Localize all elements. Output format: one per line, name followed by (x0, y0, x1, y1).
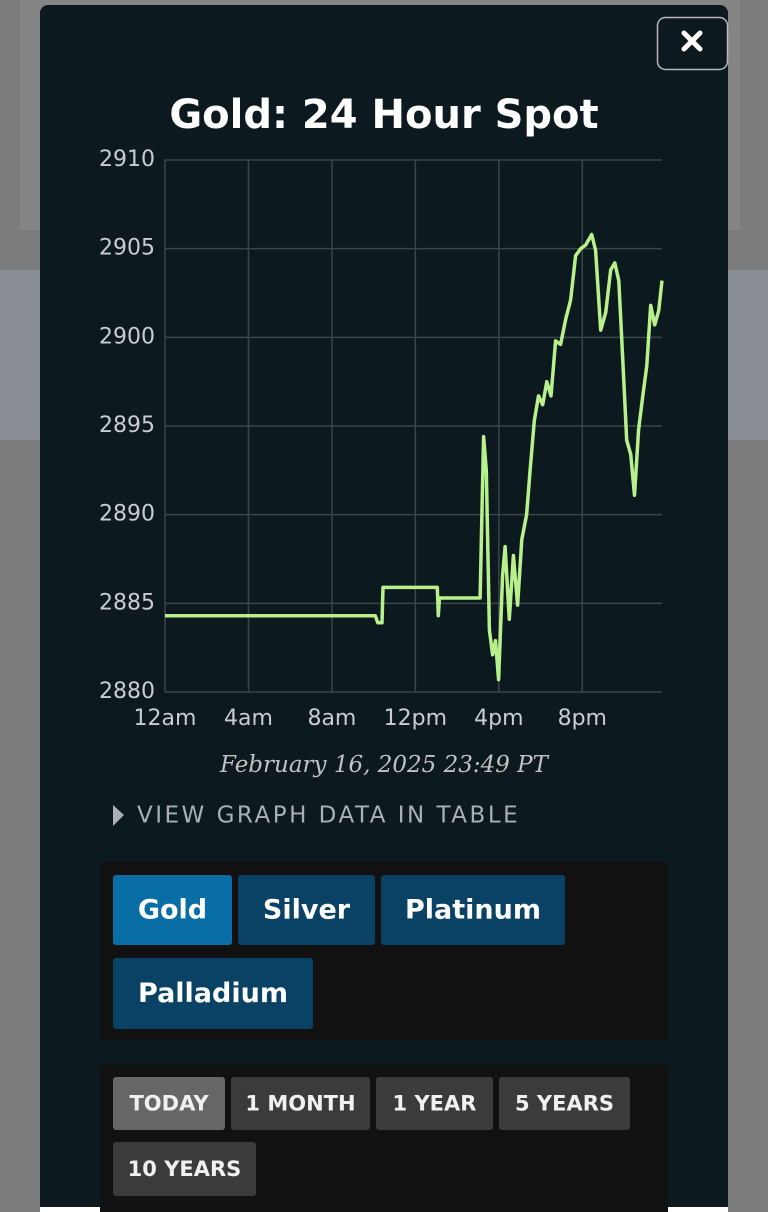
x-tick-label: 8pm (558, 706, 607, 731)
x-tick-label: 12am (134, 706, 197, 731)
plot: 2880 2885 2890 2895 2900 2905 2910 12am 4am 8am 12… (99, 147, 664, 731)
y-tick-label: 2885 (99, 590, 155, 615)
chart-title: Gold: 24 Hour Spot (169, 92, 598, 138)
y-tick-label: 2895 (99, 413, 155, 438)
range-label[interactable]: 5 YEARS (515, 1092, 614, 1116)
metal-buttons: Gold Silver Platinum Palladium (113, 875, 565, 1029)
range-label[interactable]: 10 YEARS (128, 1157, 242, 1181)
metal-button[interactable] (113, 875, 232, 945)
timestamp: February 16, 2025 23:49 PT (219, 752, 550, 778)
close-button[interactable] (656, 16, 729, 71)
metal-label[interactable]: Gold (138, 895, 207, 926)
y-tick-label: 2910 (99, 147, 155, 172)
price-line (165, 232, 664, 682)
y-tick-label: 2905 (99, 236, 155, 261)
metal-button[interactable] (238, 875, 375, 945)
x-tick-label: 12pm (384, 706, 447, 731)
y-tick-label: 2880 (99, 679, 155, 704)
range-label[interactable]: 1 YEAR (393, 1092, 477, 1116)
close-icon[interactable] (681, 30, 703, 52)
metal-button[interactable] (381, 875, 565, 945)
range-button[interactable] (113, 1077, 225, 1130)
x-tick-label: 8am (307, 706, 356, 731)
range-button[interactable] (499, 1077, 630, 1130)
range-buttons: TODAY 1 MONTH 1 YEAR 5 YEARS 10 YEARS (113, 1077, 630, 1196)
metal-label[interactable]: Silver (263, 895, 351, 926)
metal-label[interactable]: Palladium (138, 978, 288, 1009)
range-button[interactable] (231, 1077, 370, 1130)
range-label[interactable]: 1 MONTH (245, 1092, 355, 1116)
table-toggle[interactable]: VIEW GRAPH DATA IN TABLE (113, 803, 520, 829)
x-tick-label: 4pm (474, 706, 523, 731)
toggle-label[interactable]: VIEW GRAPH DATA IN TABLE (137, 803, 520, 829)
y-tick-label: 2890 (99, 502, 155, 527)
range-label[interactable]: TODAY (129, 1092, 209, 1116)
toggle-arrow[interactable] (113, 805, 124, 826)
range-button[interactable] (376, 1077, 493, 1130)
metal-button[interactable] (113, 958, 313, 1029)
metal-label[interactable]: Platinum (405, 895, 541, 926)
x-tick-label: 4am (224, 706, 273, 731)
y-tick-label: 2900 (99, 324, 155, 349)
range-button[interactable] (113, 1142, 256, 1196)
